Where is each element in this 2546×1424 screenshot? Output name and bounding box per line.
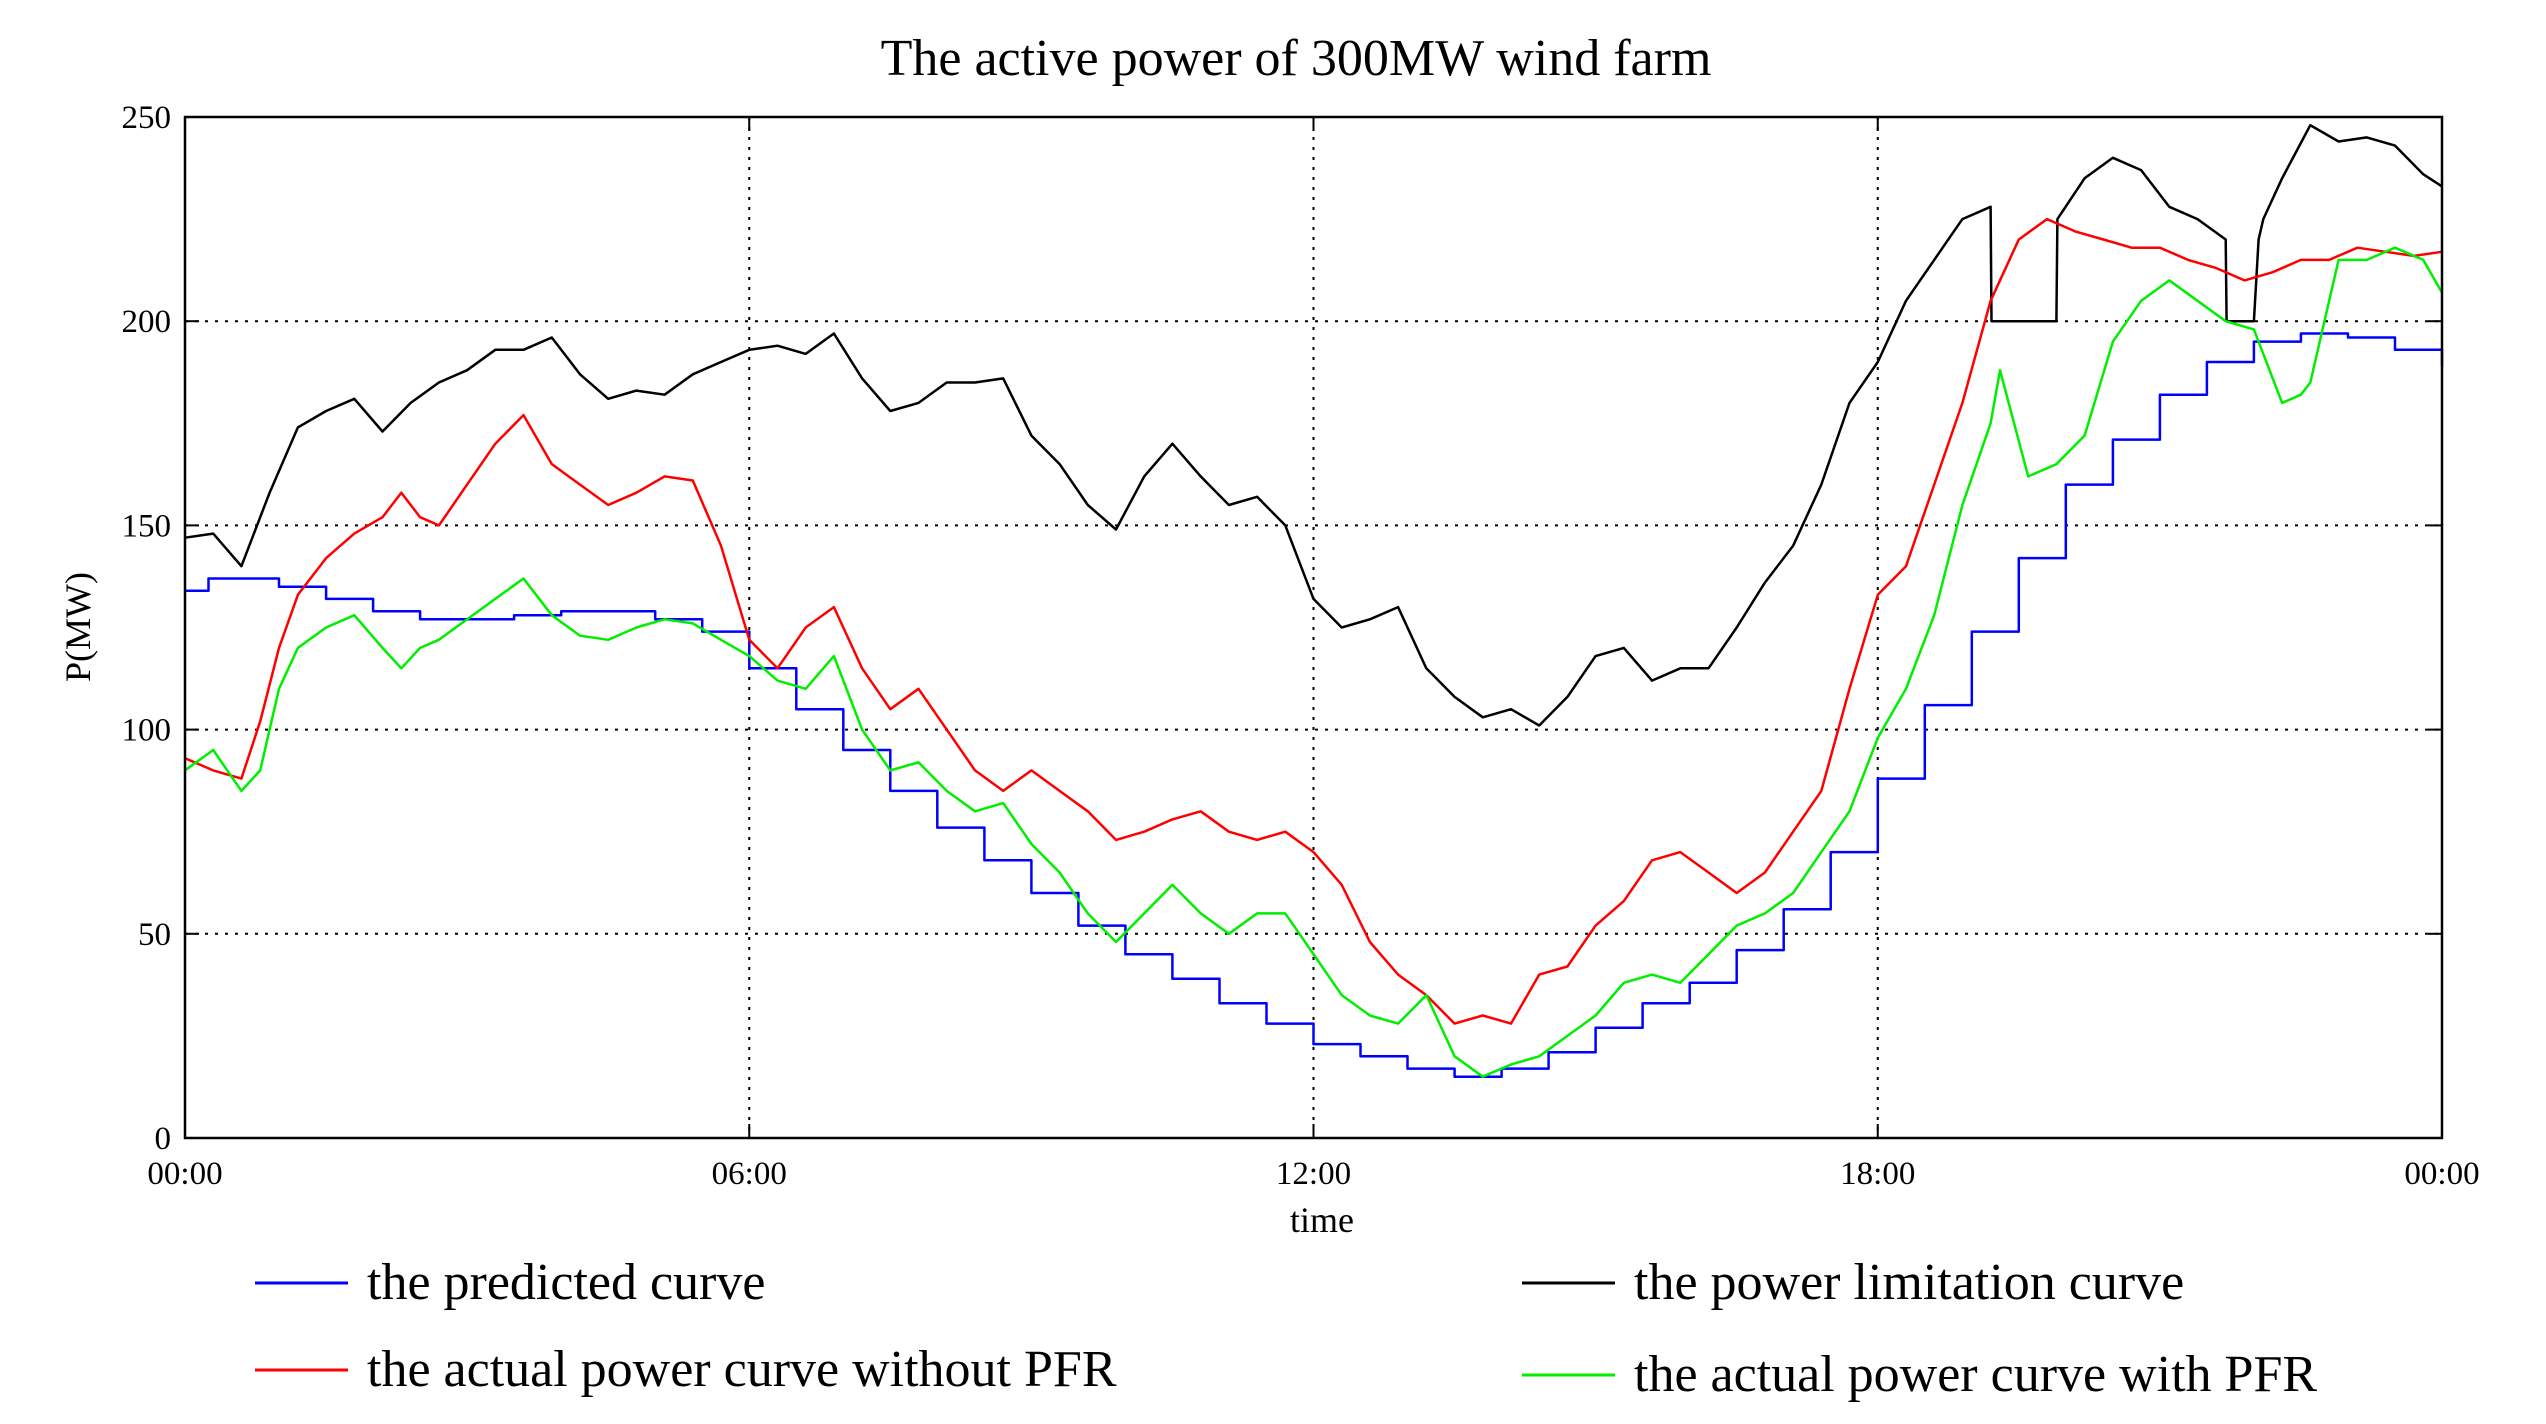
y-tick-label: 150	[122, 508, 172, 544]
series-group	[184, 123, 2444, 1078]
grid-lines	[185, 117, 2442, 1138]
x-tick-label: 06:00	[712, 1156, 787, 1192]
series-line-the-power-limitation-curve	[184, 123, 2443, 727]
legend-label-the-actual-power-curve-with-pfr: the actual power curve with PFR	[1634, 1346, 2317, 1403]
y-tick-label: 100	[122, 713, 172, 749]
chart-title: The active power of 300MW wind farm	[881, 30, 1712, 87]
legend-label-the-actual-power-curve-without-pfr: the actual power curve without PFR	[367, 1341, 1117, 1398]
x-axis-label: time	[1290, 1200, 1354, 1240]
series-line-the-actual-power-curve-without-pfr	[184, 217, 2443, 1025]
axis-ticks: 0 50 100 150 200 250 00:00 06:00 12:00 18:00 00:00	[122, 100, 2480, 1192]
legend-label-the-power-limitation-curve: the power limitation curve	[1634, 1254, 2184, 1311]
series-line-the-actual-power-curve-with-pfr	[184, 246, 2444, 1078]
y-axis-label: P(MW)	[58, 572, 98, 682]
x-tick-label: 00:00	[2404, 1156, 2479, 1192]
x-tick-label: 00:00	[147, 1156, 222, 1192]
y-tick-label: 250	[122, 100, 172, 136]
y-tick-label: 200	[122, 304, 172, 340]
x-tick-label: 18:00	[1840, 1156, 1915, 1192]
legend-label-the-predicted-curve: the predicted curve	[367, 1254, 765, 1311]
x-tick-label: 12:00	[1276, 1156, 1351, 1192]
y-tick-label: 0	[155, 1121, 172, 1157]
series-line-the-predicted-curve	[185, 332, 2444, 1078]
y-tick-label: 50	[138, 917, 171, 953]
legend: the predicted curve the power limitation …	[255, 1254, 2317, 1403]
